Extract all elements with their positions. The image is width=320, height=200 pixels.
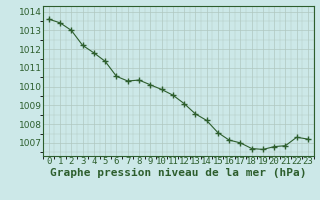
X-axis label: Graphe pression niveau de la mer (hPa): Graphe pression niveau de la mer (hPa) xyxy=(50,168,307,178)
